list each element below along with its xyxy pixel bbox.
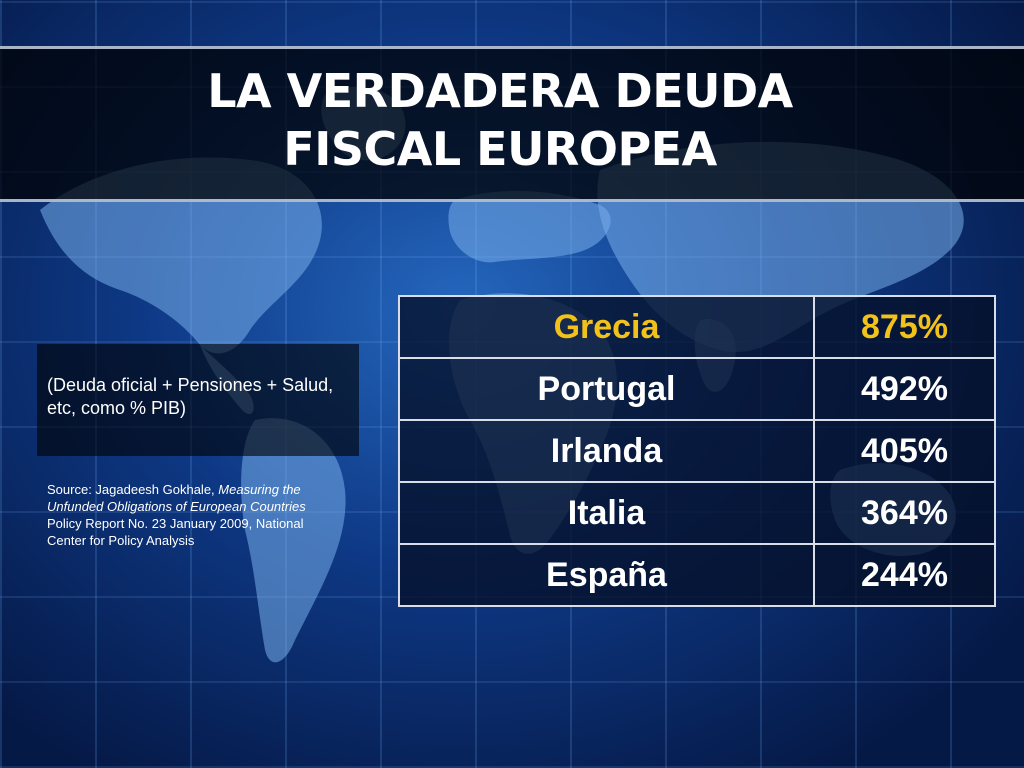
- value-cell: 244%: [813, 543, 996, 607]
- source-prefix: Source: Jagadeesh Gokhale,: [47, 482, 219, 497]
- table-row: España 244%: [398, 543, 996, 607]
- title-band: [0, 46, 1024, 202]
- table-row: Irlanda 405%: [398, 419, 996, 483]
- note-text: (Deuda oficial + Pensiones + Salud, etc,…: [47, 375, 334, 418]
- country-cell: España: [398, 543, 815, 607]
- note-box: (Deuda oficial + Pensiones + Salud, etc,…: [37, 344, 359, 456]
- country-cell: Italia: [398, 481, 815, 545]
- value-cell: 492%: [813, 357, 996, 421]
- table-row: Portugal 492%: [398, 357, 996, 421]
- source-citation: Source: Jagadeesh Gokhale, Measuring the…: [47, 481, 337, 549]
- value-cell: 405%: [813, 419, 996, 483]
- table-row: Italia 364%: [398, 481, 996, 545]
- slide-title: LA VERDADERA DEUDA FISCAL EUROPEA: [0, 62, 1000, 178]
- title-line-2: FISCAL EUROPEA: [283, 122, 717, 176]
- value-cell: 875%: [813, 295, 996, 359]
- value-cell: 364%: [813, 481, 996, 545]
- country-cell: Irlanda: [398, 419, 815, 483]
- source-title: Measuring the Unfunded Obligations of Eu…: [47, 482, 306, 514]
- country-cell: Grecia: [398, 295, 815, 359]
- debt-table: Grecia 875% Portugal 492% Irlanda 405% I…: [398, 295, 996, 607]
- country-cell: Portugal: [398, 357, 815, 421]
- source-suffix: Policy Report No. 23 January 2009, Natio…: [47, 516, 304, 548]
- table-row: Grecia 875%: [398, 295, 996, 359]
- title-line-1: LA VERDADERA DEUDA: [207, 64, 793, 118]
